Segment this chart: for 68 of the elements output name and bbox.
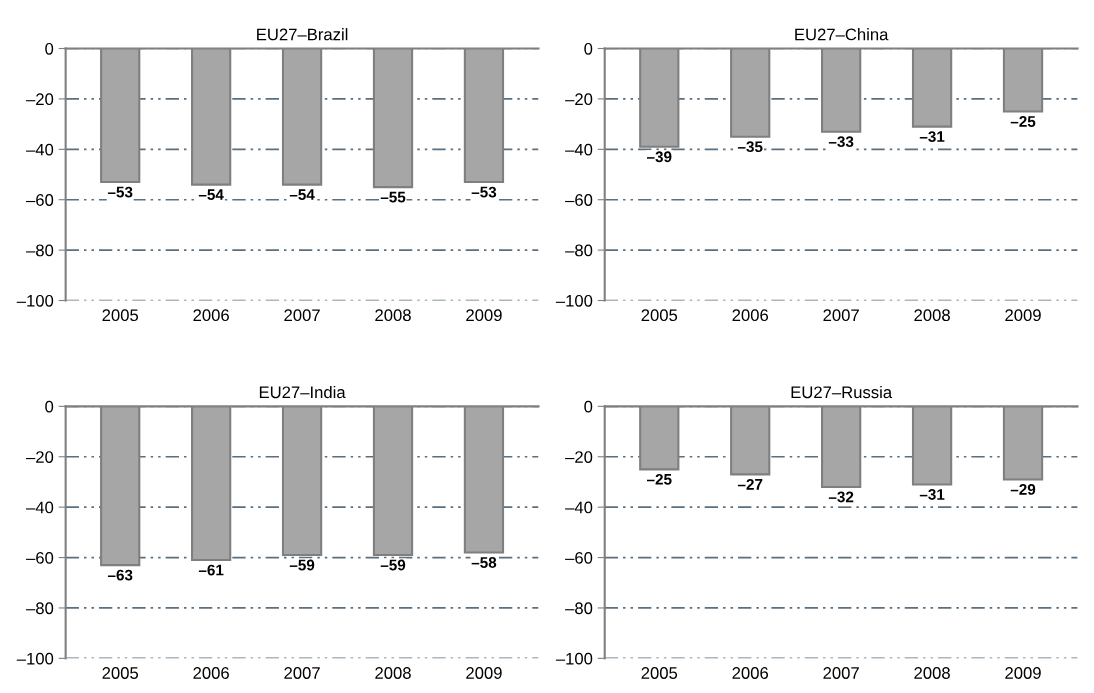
y-tick-label: –20	[565, 93, 593, 106]
data-label: –35	[737, 141, 763, 153]
data-label: –29	[1010, 484, 1036, 495]
data-label: –53	[107, 186, 133, 198]
x-tick-label: 2005	[102, 309, 139, 322]
y-tick-label: 0	[45, 400, 54, 413]
x-tick-label: 2005	[641, 309, 678, 322]
data-label: –25	[1010, 116, 1036, 127]
x-tick-label: 2008	[914, 309, 950, 322]
data-label: –53	[471, 186, 497, 198]
chart-title: EU27–Brazil	[257, 28, 348, 41]
y-tick-label: –100	[555, 294, 593, 307]
y-tick-label: –60	[26, 551, 54, 564]
x-tick-label: 2009	[466, 309, 502, 322]
y-tick-label: –40	[565, 501, 593, 514]
x-tick-label: 2007	[823, 667, 859, 679]
y-tick-label: 0	[584, 42, 593, 55]
x-tick-label: 2009	[466, 667, 502, 679]
y-tick-label: 0	[45, 42, 54, 55]
y-tick-label: –60	[26, 194, 54, 206]
y-tick-label: –40	[26, 501, 54, 514]
y-tick-label: –80	[565, 244, 593, 257]
chart-title: EU27–China	[795, 28, 889, 41]
x-tick-label: 2006	[732, 309, 769, 322]
data-label: –32	[828, 491, 854, 503]
data-label: –27	[737, 478, 763, 490]
y-tick-label: –40	[26, 143, 54, 156]
data-label: –55	[380, 191, 406, 203]
data-label: –54	[198, 189, 224, 200]
y-tick-label: –80	[26, 602, 54, 615]
data-label: –25	[647, 473, 672, 485]
data-label: –54	[289, 189, 315, 200]
data-label: –31	[919, 489, 945, 500]
y-tick-label: –40	[565, 143, 593, 156]
chart-title: EU27–India	[259, 385, 346, 399]
x-tick-label: 2005	[102, 667, 139, 679]
x-tick-label: 2006	[193, 667, 229, 679]
y-tick-label: –60	[565, 551, 593, 564]
x-tick-label: 2007	[284, 309, 320, 322]
data-label: –33	[828, 136, 854, 148]
x-tick-label: 2005	[641, 667, 678, 679]
data-label: –58	[471, 557, 497, 568]
y-tick-label: –20	[26, 451, 54, 463]
y-tick-label: –100	[16, 652, 54, 665]
data-label: –59	[289, 559, 315, 571]
y-tick-label: –60	[565, 194, 593, 206]
x-tick-label: 2009	[1005, 667, 1041, 679]
y-tick-label: –100	[16, 294, 54, 307]
data-label: –59	[380, 559, 406, 571]
x-tick-label: 2009	[1005, 309, 1041, 322]
chart-title: EU27–Russia	[791, 385, 893, 399]
x-tick-label: 2006	[732, 667, 769, 679]
x-tick-label: 2008	[375, 667, 411, 679]
y-tick-label: –20	[565, 451, 593, 463]
y-tick-label: –100	[555, 652, 593, 665]
x-tick-label: 2007	[284, 667, 320, 679]
data-label: –39	[647, 151, 672, 163]
x-tick-label: 2008	[914, 667, 950, 679]
data-label: –61	[198, 564, 224, 576]
y-tick-label: –80	[565, 602, 593, 615]
y-tick-label: –80	[26, 244, 54, 257]
y-tick-label: –20	[26, 93, 54, 106]
data-label: –31	[919, 131, 945, 143]
x-tick-label: 2006	[193, 309, 229, 322]
x-tick-label: 2007	[823, 309, 859, 322]
y-tick-label: 0	[584, 400, 593, 413]
x-tick-label: 2008	[375, 309, 411, 322]
data-label: –63	[107, 569, 133, 581]
